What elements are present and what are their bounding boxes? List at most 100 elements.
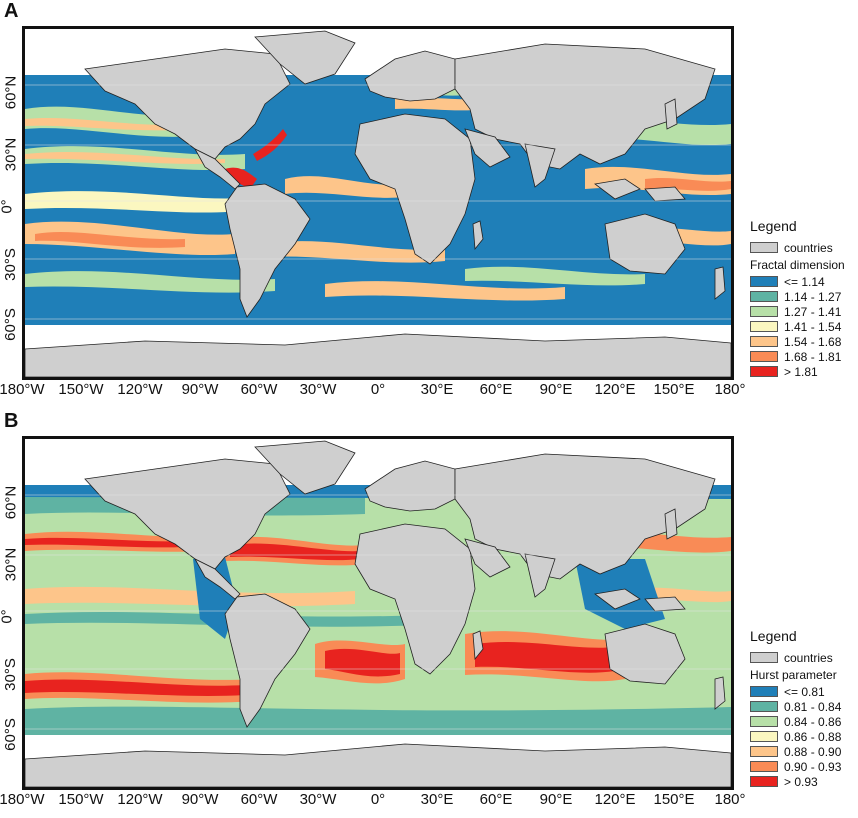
- legend-class: 1.27 - 1.41: [750, 304, 845, 319]
- legend-class: 1.41 - 1.54: [750, 319, 845, 334]
- legend-swatch: [750, 761, 778, 772]
- lon-tick-label: 90°W: [181, 381, 219, 398]
- lon-tick-label: 60°W: [240, 791, 278, 808]
- lon-tick-label: 90°W: [181, 791, 219, 808]
- legend-item-countries: countries: [750, 240, 845, 255]
- world-map: [25, 440, 731, 787]
- legend-swatch: [750, 291, 778, 302]
- legend-class: 1.14 - 1.27: [750, 289, 845, 304]
- legend-class: 0.84 - 0.86: [750, 714, 841, 729]
- legend-class: 0.90 - 0.93: [750, 759, 841, 774]
- lon-tick-label: 120°W: [117, 791, 163, 808]
- lon-tick-label: 30°W: [299, 791, 337, 808]
- legend-label: 1.68 - 1.81: [784, 349, 842, 364]
- lon-tick-label: 180°: [714, 791, 746, 808]
- legend-label: > 1.81: [784, 364, 818, 379]
- legend-variable-label: Fractal dimension: [750, 258, 845, 272]
- lon-tick-label: 0°: [370, 381, 386, 398]
- lat-tick-label: 30°N: [2, 137, 20, 172]
- map-frame: [22, 26, 734, 380]
- legend-class: <= 1.14: [750, 274, 845, 289]
- lon-tick-label: 150°E: [653, 791, 695, 808]
- lon-tick-label: 90°E: [539, 791, 573, 808]
- legend-swatch: [750, 652, 778, 663]
- panel-a-fractal-dimension-map: A 60°N 30°N 0° 30°S 60°S: [0, 0, 858, 408]
- legend-label: countries: [784, 650, 833, 665]
- lat-tick-label: 60°N: [2, 75, 20, 110]
- legend-swatch: [750, 336, 778, 347]
- legend-label: 1.14 - 1.27: [784, 289, 842, 304]
- legend-swatch: [750, 366, 778, 377]
- legend: Legend countries Fractal dimension <= 1.…: [750, 218, 845, 379]
- legend-swatch: [750, 686, 778, 697]
- legend-label: 0.86 - 0.88: [784, 729, 842, 744]
- lon-tick-label: 180°: [714, 381, 746, 398]
- legend-label: <= 0.81: [784, 684, 825, 699]
- world-map: [25, 30, 731, 377]
- lon-tick-label: 60°W: [240, 381, 278, 398]
- legend-label: 1.54 - 1.68: [784, 334, 842, 349]
- legend-swatch: [750, 746, 778, 757]
- legend-label: 0.90 - 0.93: [784, 759, 842, 774]
- lon-tick-label: 60°E: [479, 791, 513, 808]
- legend-label: countries: [784, 240, 833, 255]
- legend-swatch: [750, 276, 778, 287]
- legend-swatch: [750, 321, 778, 332]
- legend-class: 0.86 - 0.88: [750, 729, 841, 744]
- graticule: [25, 84, 731, 320]
- lon-tick-label: 180°W: [0, 791, 45, 808]
- map-frame: [22, 436, 734, 790]
- lon-tick-label: 150°W: [58, 791, 104, 808]
- legend-variable-label: Hurst parameter: [750, 668, 837, 682]
- lat-tick-label: 0°: [0, 609, 16, 624]
- lat-tick-label: 60°S: [1, 718, 19, 751]
- legend-title: Legend: [750, 628, 797, 644]
- lon-tick-label: 150°W: [58, 381, 104, 398]
- legend-label: 0.81 - 0.84: [784, 699, 842, 714]
- lon-tick-label: 90°E: [539, 381, 573, 398]
- panel-letter: A: [4, 0, 19, 22]
- legend-class: > 0.93: [750, 774, 841, 789]
- lat-tick-label: 30°S: [1, 248, 19, 281]
- legend-item-countries: countries: [750, 650, 841, 665]
- panel-letter: B: [4, 410, 19, 432]
- legend-swatch: [750, 351, 778, 362]
- lat-tick-label: 0°: [0, 199, 16, 214]
- panel-b-hurst-parameter-map: B 60°N 30°N 0° 30°S 60°S: [0, 410, 858, 818]
- legend-class: <= 0.81: [750, 684, 841, 699]
- lon-tick-label: 0°: [370, 791, 386, 808]
- legend-class: > 1.81: [750, 364, 845, 379]
- lat-tick-label: 30°N: [2, 547, 20, 582]
- graticule: [25, 494, 731, 730]
- legend-label: <= 1.14: [784, 274, 825, 289]
- lon-tick-label: 150°E: [653, 381, 695, 398]
- legend-label: 1.41 - 1.54: [784, 319, 842, 334]
- legend-label: 0.84 - 0.86: [784, 714, 842, 729]
- legend-swatch: [750, 306, 778, 317]
- lon-tick-label: 120°W: [117, 381, 163, 398]
- legend-label: 0.88 - 0.90: [784, 744, 842, 759]
- lat-tick-label: 60°S: [1, 308, 19, 341]
- lon-tick-label: 30°W: [299, 381, 337, 398]
- lon-tick-label: 120°E: [594, 381, 636, 398]
- countries-layer: [25, 30, 731, 377]
- lon-tick-label: 30°E: [420, 381, 454, 398]
- legend-swatch: [750, 716, 778, 727]
- lon-tick-label: 60°E: [479, 381, 513, 398]
- legend-class: 0.88 - 0.90: [750, 744, 841, 759]
- legend-label: > 0.93: [784, 774, 818, 789]
- legend-class: 1.68 - 1.81: [750, 349, 845, 364]
- legend-class: 1.54 - 1.68: [750, 334, 845, 349]
- legend-class: 0.81 - 0.84: [750, 699, 841, 714]
- legend-swatch: [750, 731, 778, 742]
- lon-tick-label: 120°E: [594, 791, 636, 808]
- lon-tick-label: 30°E: [420, 791, 454, 808]
- legend-label: 1.27 - 1.41: [784, 304, 842, 319]
- countries-layer: [25, 440, 731, 787]
- lon-tick-label: 180°W: [0, 381, 45, 398]
- legend-swatch: [750, 701, 778, 712]
- legend-swatch: [750, 242, 778, 253]
- lat-tick-label: 30°S: [1, 658, 19, 691]
- lat-tick-label: 60°N: [2, 485, 20, 520]
- legend: Legend countries Hurst parameter <= 0.81…: [750, 628, 841, 789]
